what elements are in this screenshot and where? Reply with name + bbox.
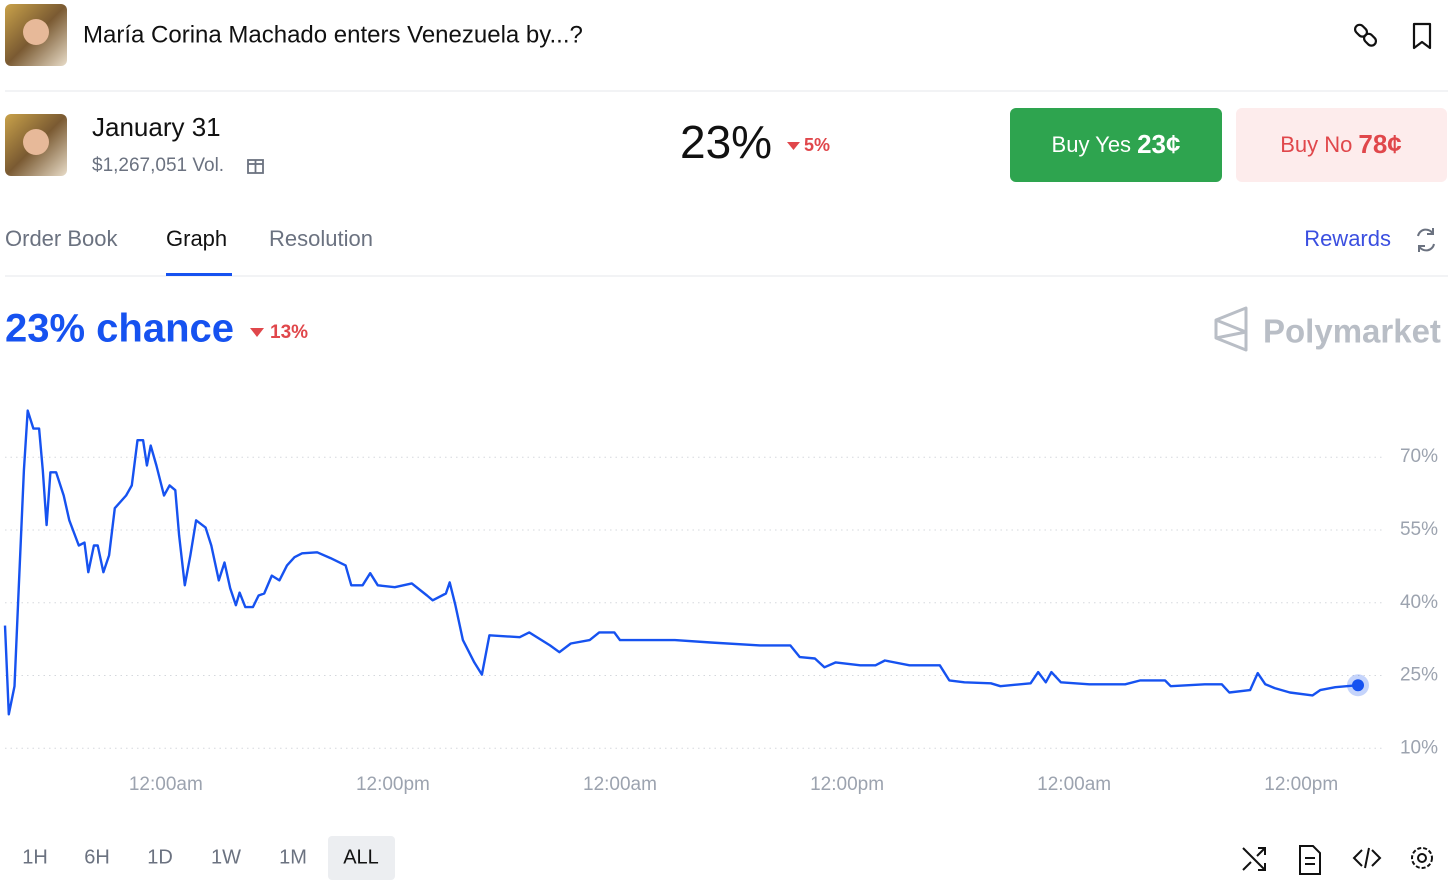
range-button[interactable]: 6H <box>84 846 110 868</box>
gift-icon[interactable] <box>247 159 264 174</box>
buy-no-price: 78¢ <box>1358 129 1401 159</box>
buy-yes-button[interactable]: Buy Yes 23¢ <box>1010 108 1222 182</box>
buy-yes-price: 23¢ <box>1137 129 1180 159</box>
tab-active[interactable]: Graph <box>166 226 227 251</box>
range-button[interactable]: 1W <box>211 846 241 868</box>
doc-icon[interactable] <box>1299 845 1321 875</box>
market-price: 23% <box>680 116 772 168</box>
tab[interactable]: Order Book <box>5 226 118 251</box>
avatar-face <box>23 19 49 45</box>
brand: Polymarket <box>1263 313 1441 350</box>
tab[interactable]: Resolution <box>269 226 373 251</box>
embed-icon[interactable] <box>1352 847 1382 869</box>
range-button[interactable]: 1M <box>279 846 307 868</box>
x-tick-label: 12:00pm <box>1264 774 1338 795</box>
link-icon[interactable] <box>1353 23 1378 48</box>
chart: 10% 25% 40% 55% 70% 12:00am 12:00pm 12:00am 12:0… <box>3 409 1438 795</box>
toolbar-icons <box>1242 845 1433 875</box>
y-tick-label: 40% <box>1400 592 1438 613</box>
buy-no-bg <box>1236 108 1447 182</box>
down-arrow <box>787 142 800 150</box>
settings-gear[interactable] <box>1411 847 1433 869</box>
buy-no-text: Buy No 78¢ <box>1280 129 1402 159</box>
range-button[interactable]: ALL <box>343 846 379 868</box>
buy-yes-text: Buy Yes 23¢ <box>1052 129 1181 159</box>
settings-icon[interactable] <box>1417 853 1427 863</box>
x-tick-label: 12:00am <box>129 774 203 795</box>
buy-no-button[interactable]: Buy No 78¢ <box>1236 108 1447 182</box>
y-tick-label: 55% <box>1400 519 1438 540</box>
x-tick-label: 12:00am <box>583 774 657 795</box>
shuffle-icon[interactable] <box>1242 847 1266 871</box>
rewards-link[interactable]: Rewards <box>1304 226 1391 251</box>
bookmark-icon[interactable] <box>1412 22 1432 50</box>
tab-underline <box>166 273 232 276</box>
range-active-bg <box>328 836 395 880</box>
buy-yes-bg <box>1010 108 1222 182</box>
down-arrow <box>250 328 264 337</box>
market-change: 5% <box>804 135 830 155</box>
x-tick-label: 12:00pm <box>356 774 430 795</box>
avatar-face <box>23 129 49 155</box>
market-title: María Corina Machado enters Venezuela by… <box>83 21 583 48</box>
chance-headline: 23% chance <box>5 307 234 351</box>
chance-change: 13% <box>270 322 308 343</box>
y-tick-label: 10% <box>1400 737 1438 758</box>
range-buttons: 1H 6H 1D 1W 1M ALL <box>22 846 379 868</box>
x-tick-label: 12:00pm <box>810 774 884 795</box>
x-tick-label: 12:00am <box>1037 774 1111 795</box>
y-tick-label: 70% <box>1400 446 1438 467</box>
refresh-icon[interactable] <box>1417 228 1435 252</box>
price-line <box>3 409 1359 716</box>
buy-no-label: Buy No <box>1280 132 1352 157</box>
buy-yes-label: Buy Yes <box>1052 132 1132 157</box>
market-volume: $1,267,051 Vol. <box>92 155 224 176</box>
y-tick-label: 25% <box>1400 665 1438 686</box>
end-dot <box>1352 679 1364 692</box>
range-button[interactable]: 1D <box>147 846 173 868</box>
market-date: January 31 <box>92 112 221 142</box>
range-button[interactable]: 1H <box>22 846 48 868</box>
brand-logo <box>1214 306 1248 352</box>
